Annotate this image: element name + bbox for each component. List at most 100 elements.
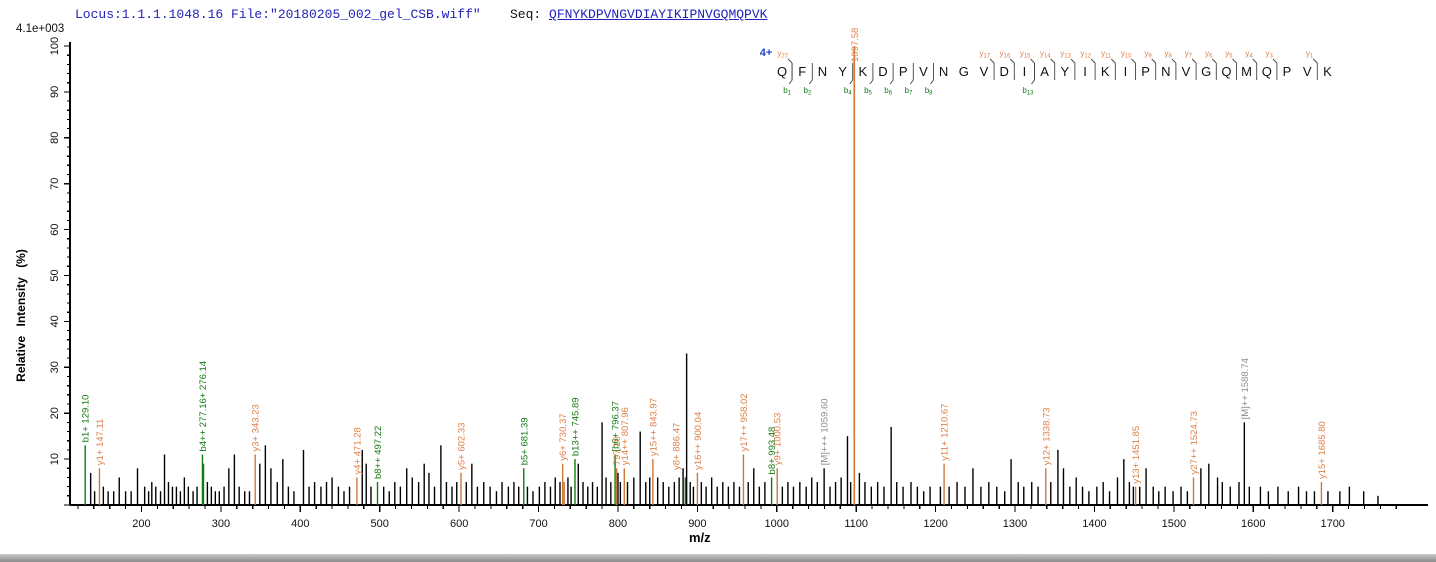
cleavage-mark-serif bbox=[1031, 79, 1035, 85]
y-ion-label: y6 bbox=[1205, 49, 1213, 60]
y-ion-label: y16 bbox=[1000, 49, 1011, 60]
peak-label: y27++ 1524.73 bbox=[1189, 411, 1200, 474]
sequence-residue: A bbox=[1040, 64, 1049, 79]
x-tick-label: 800 bbox=[609, 518, 627, 530]
sequence-residue: Q bbox=[1262, 64, 1272, 79]
b-ion-label: b7 bbox=[905, 86, 913, 97]
sequence-residue: G bbox=[1201, 64, 1211, 79]
sequence-residue: K bbox=[858, 64, 867, 79]
peak-label: b5+ 681.39 bbox=[519, 417, 530, 465]
header-bar: Locus:1.1.1.1048.16 File:"20180205_002_g… bbox=[0, 7, 1436, 27]
y-ion-label: y15 bbox=[1020, 49, 1031, 60]
cleavage-mark-serif bbox=[1131, 58, 1136, 64]
x-tick-label: 1100 bbox=[844, 518, 868, 530]
cleavage-mark-serif bbox=[1151, 58, 1157, 64]
cleavage-mark-serif bbox=[1090, 58, 1096, 64]
peak-label: y13+ 1451.85 bbox=[1131, 426, 1142, 484]
cleavage-mark-serif bbox=[849, 79, 854, 85]
y-ion-label: y27 bbox=[777, 49, 788, 60]
sequence-residue: Q bbox=[1221, 64, 1231, 79]
b-ion-label: b8 bbox=[925, 86, 933, 97]
sequence-residue: N bbox=[818, 64, 827, 79]
y-tick-label: 70 bbox=[49, 178, 61, 190]
cleavage-mark-serif bbox=[889, 79, 894, 85]
cleavage-mark-serif bbox=[1232, 58, 1237, 64]
x-tick-label: 600 bbox=[450, 518, 468, 530]
x-tick-label: 1300 bbox=[1003, 518, 1027, 530]
peak-label: y16++ 900.04 bbox=[693, 412, 704, 470]
x-tick-label: 200 bbox=[132, 518, 150, 530]
cleavage-mark-serif bbox=[1272, 58, 1278, 64]
peak-label: y4+ 471.28 bbox=[352, 427, 363, 474]
peak-label: 1097.58 bbox=[850, 28, 861, 62]
cleavage-mark-serif bbox=[1171, 58, 1177, 64]
peak-label: y14++ 807.96 bbox=[620, 407, 631, 465]
peak-label: y17++ 958.02 bbox=[739, 393, 750, 451]
peak-label: y1+ 147.11 bbox=[95, 419, 106, 466]
b-ion-label: b6 bbox=[884, 86, 892, 97]
sequence-residue: V bbox=[980, 64, 989, 79]
cleavage-mark-serif bbox=[808, 79, 813, 85]
x-tick-label: 400 bbox=[291, 518, 309, 530]
cleavage-mark-serif bbox=[788, 79, 793, 85]
x-tick-label: 1400 bbox=[1082, 518, 1106, 530]
intensity-scale-note: 4.1e+003 bbox=[16, 23, 65, 35]
sequence-residue: D bbox=[878, 64, 887, 79]
peak-label: y5+ 602.33 bbox=[456, 423, 467, 470]
cleavage-mark-serif bbox=[989, 58, 995, 64]
x-tick-label: 1000 bbox=[765, 518, 789, 530]
y-tick-label: 80 bbox=[49, 132, 61, 144]
y-ion-label: y14 bbox=[1040, 49, 1051, 60]
cleavage-mark-serif bbox=[1110, 58, 1116, 64]
x-tick-label: 300 bbox=[212, 518, 230, 530]
sequence-residue: P bbox=[899, 64, 908, 79]
cleavage-mark-serif bbox=[787, 58, 793, 64]
sequence-residue: P bbox=[1283, 64, 1292, 79]
y-tick-label: 100 bbox=[49, 37, 61, 55]
y-ion-label: y8 bbox=[1165, 49, 1173, 60]
peak-label: y15++ 843.97 bbox=[648, 398, 659, 456]
peak-label: y12+ 1338.73 bbox=[1041, 407, 1052, 465]
peak-label: y11+ 1210.67 bbox=[940, 404, 951, 461]
cleavage-mark-serif bbox=[1009, 58, 1015, 64]
y-ion-label: y10 bbox=[1121, 49, 1132, 60]
y-ion-label: y12 bbox=[1080, 49, 1091, 60]
sequence-residue: K bbox=[1323, 64, 1332, 79]
peak-label: [M]+++ 1059.60 bbox=[820, 398, 831, 465]
locus-file-text: Locus:1.1.1.1048.16 File:"20180205_002_g… bbox=[75, 7, 481, 22]
sequence-residue: I bbox=[1023, 64, 1027, 79]
cleavage-mark-serif bbox=[1211, 58, 1217, 64]
sequence-residue: Q bbox=[777, 64, 787, 79]
peak-label: [b6+ 796.37 bbox=[611, 401, 622, 451]
sequence-residue: Y bbox=[1060, 64, 1069, 79]
peak-label: b1+ 129.10 bbox=[81, 395, 92, 443]
y-ion-label: y4 bbox=[1245, 49, 1253, 60]
sequence-residue: I bbox=[1083, 64, 1087, 79]
peak-label: y3+ 343.23 bbox=[251, 404, 262, 451]
y-axis-title: Relative Intensity (%) bbox=[14, 249, 28, 382]
y-ion-label: y1 bbox=[1306, 49, 1314, 60]
sequence-residue: N bbox=[1161, 64, 1170, 79]
y-tick-label: 40 bbox=[49, 315, 61, 327]
seq-label: Seq: bbox=[510, 7, 550, 22]
peak-label: y6+ 730.37 bbox=[558, 413, 569, 460]
peak-label: 797.10 bbox=[612, 436, 623, 465]
y-tick-label: 10 bbox=[49, 453, 61, 465]
y-ion-label: y3 bbox=[1266, 49, 1274, 60]
y-ion-label: y7 bbox=[1185, 49, 1193, 60]
sequence-residue: N bbox=[939, 64, 948, 79]
cleavage-mark-serif bbox=[1312, 58, 1318, 64]
peak-label: b8+ 993.48 bbox=[767, 427, 778, 475]
x-tick-label: 500 bbox=[371, 518, 389, 530]
sequence-residue: G bbox=[959, 64, 969, 79]
sequence-residue: M bbox=[1241, 64, 1252, 79]
sequence-link[interactable]: QFNYKDPVNGVDIAYIKIPNVGQMQPVK bbox=[549, 7, 768, 22]
y-tick-label: 50 bbox=[49, 269, 61, 281]
cleavage-mark-serif bbox=[1030, 58, 1035, 64]
sequence-residue: D bbox=[1000, 64, 1009, 79]
b-ion-label: b4 bbox=[844, 86, 852, 97]
y-tick-label: 90 bbox=[49, 86, 61, 98]
cleavage-mark-serif bbox=[1191, 58, 1197, 64]
